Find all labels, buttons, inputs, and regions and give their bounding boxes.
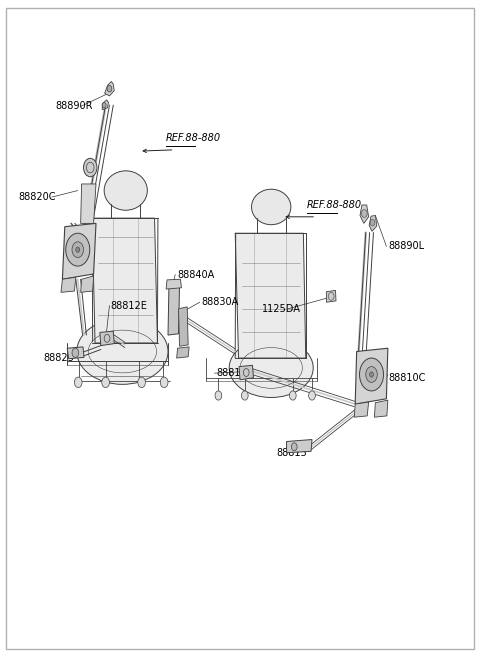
Circle shape (215, 391, 222, 400)
Ellipse shape (77, 319, 168, 384)
Polygon shape (102, 100, 108, 110)
Circle shape (361, 210, 367, 217)
Circle shape (289, 391, 296, 400)
Text: 1125DA: 1125DA (262, 304, 300, 314)
Circle shape (76, 247, 80, 252)
Text: 88810C: 88810C (389, 373, 426, 383)
Circle shape (370, 372, 373, 377)
Circle shape (309, 391, 315, 400)
Circle shape (102, 377, 109, 388)
Circle shape (74, 377, 82, 388)
Polygon shape (168, 285, 180, 335)
Text: 88820C: 88820C (18, 192, 56, 202)
Polygon shape (235, 233, 306, 358)
Circle shape (160, 377, 168, 388)
Text: 88830A: 88830A (202, 297, 239, 307)
Polygon shape (67, 347, 84, 359)
Polygon shape (81, 276, 94, 292)
Polygon shape (166, 279, 181, 289)
Polygon shape (374, 400, 388, 417)
Text: 88890R: 88890R (55, 101, 93, 112)
Polygon shape (354, 402, 369, 417)
Polygon shape (355, 348, 388, 404)
Text: 88815: 88815 (276, 448, 307, 459)
Ellipse shape (104, 171, 147, 210)
Text: 88812E: 88812E (110, 300, 147, 311)
Circle shape (66, 233, 90, 266)
Polygon shape (179, 307, 188, 346)
Polygon shape (326, 290, 336, 302)
Text: 88812E: 88812E (216, 368, 253, 378)
Polygon shape (100, 331, 114, 346)
Text: 88890L: 88890L (389, 241, 425, 252)
Circle shape (291, 443, 297, 451)
Polygon shape (239, 365, 253, 380)
Polygon shape (177, 347, 189, 358)
Text: REF.88-880: REF.88-880 (307, 200, 362, 210)
Circle shape (138, 377, 145, 388)
Circle shape (366, 367, 377, 382)
Text: 88825: 88825 (43, 353, 74, 363)
Polygon shape (360, 205, 369, 223)
Polygon shape (287, 440, 312, 453)
Text: 88840A: 88840A (178, 269, 215, 280)
Circle shape (72, 242, 84, 258)
Text: REF.88-880: REF.88-880 (166, 133, 221, 143)
Ellipse shape (252, 189, 291, 225)
Ellipse shape (229, 338, 313, 397)
Circle shape (241, 391, 248, 400)
Polygon shape (81, 184, 96, 223)
Polygon shape (92, 218, 157, 343)
Circle shape (360, 358, 384, 391)
Polygon shape (61, 277, 76, 292)
Circle shape (84, 158, 97, 177)
Circle shape (107, 85, 112, 92)
Circle shape (370, 219, 375, 226)
Polygon shape (369, 215, 377, 231)
Polygon shape (62, 223, 96, 279)
Polygon shape (105, 81, 114, 96)
Circle shape (72, 348, 79, 357)
Circle shape (102, 102, 106, 108)
